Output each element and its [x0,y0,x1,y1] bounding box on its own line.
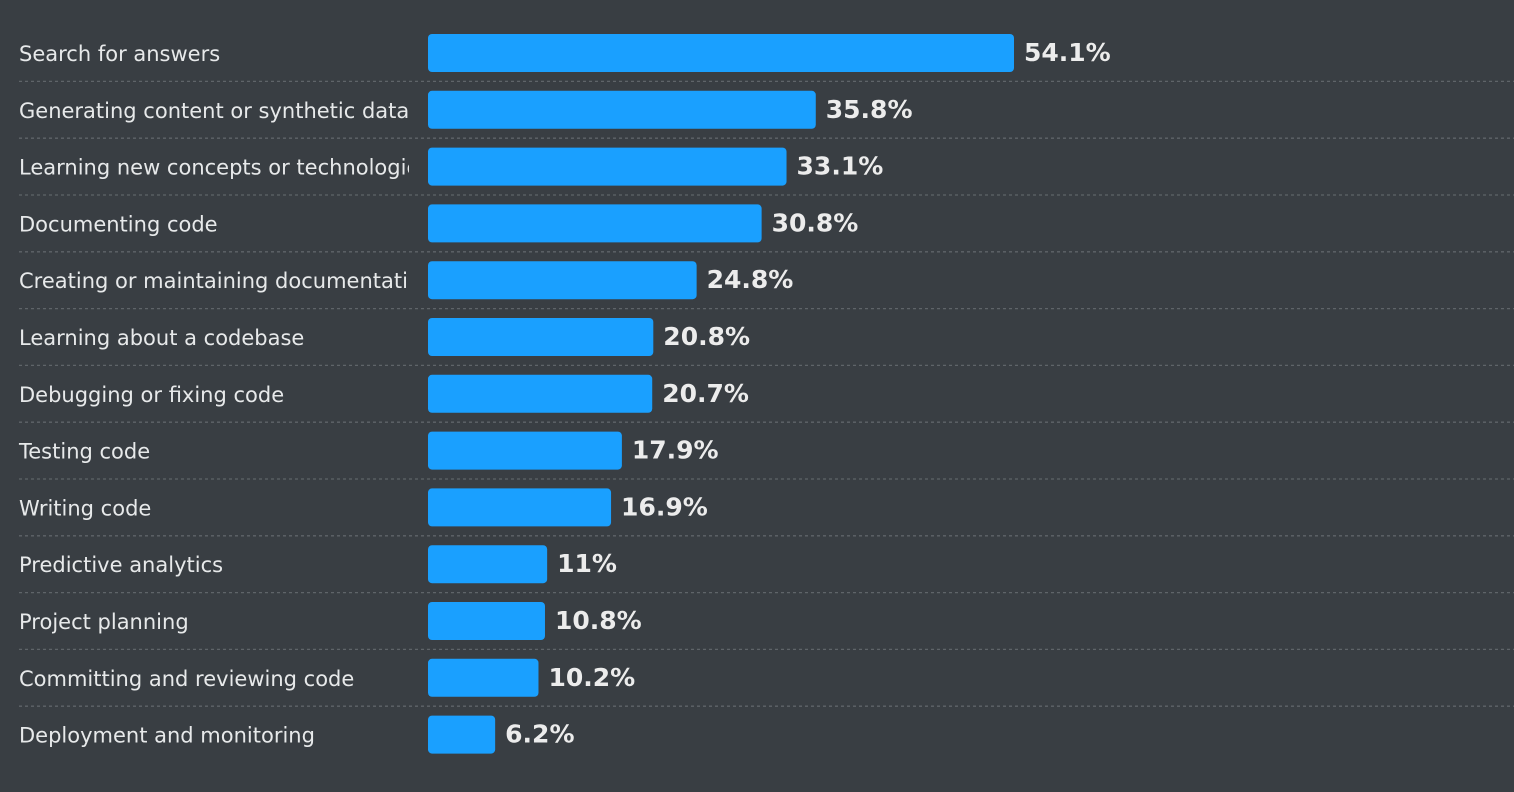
value-label: 6.2% [505,720,574,749]
category-label: Project planning [19,610,189,634]
bar [428,602,545,640]
value-label: 16.9% [621,492,708,521]
bar [428,318,654,356]
bars [428,34,1014,754]
value-label: 17.9% [632,436,719,465]
category-label: Search for answers [19,42,220,66]
value-label: 10.2% [548,663,635,692]
category-label: Documenting code [19,212,218,236]
bar [428,715,496,754]
value-label: 30.8% [772,208,859,237]
bar [428,147,787,186]
category-label: Writing code [19,496,151,520]
category-label: Testing code [18,440,150,464]
value-label: 35.8% [826,95,913,124]
bar [428,90,816,129]
bar [428,204,762,243]
bar [428,545,548,584]
value-labels: 54.1% 35.8% 33.1% 30.8% 24.8% 20.8% 20.7% 17.9%… [505,38,1111,749]
category-label: Deployment and monitoring [19,724,315,748]
bar [428,658,539,697]
value-label: 24.8% [707,265,794,294]
bar [428,374,653,413]
category-label: Debugging or fixing code [19,383,284,407]
category-label: Learning new concepts or technologies [19,156,430,180]
bar [428,488,612,527]
value-label: 33.1% [797,152,884,181]
bar [428,431,622,470]
category-labels: Search for answers Generating content or … [18,42,434,748]
category-label: Creating or maintaining documentation [19,269,434,293]
category-label: Committing and reviewing code [19,667,354,691]
bar [428,34,1014,72]
value-label: 20.8% [663,322,750,351]
value-label: 11% [557,549,617,578]
category-label: Generating content or synthetic data [19,99,409,123]
category-label: Learning about a codebase [19,326,304,350]
value-label: 20.7% [662,379,749,408]
category-label: Predictive analytics [19,553,223,577]
bar [428,261,697,300]
value-label: 10.8% [555,606,642,635]
value-label: 54.1% [1024,38,1111,67]
